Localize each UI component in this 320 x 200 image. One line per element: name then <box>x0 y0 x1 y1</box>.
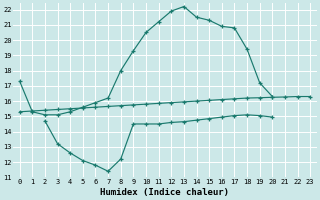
X-axis label: Humidex (Indice chaleur): Humidex (Indice chaleur) <box>100 188 229 197</box>
